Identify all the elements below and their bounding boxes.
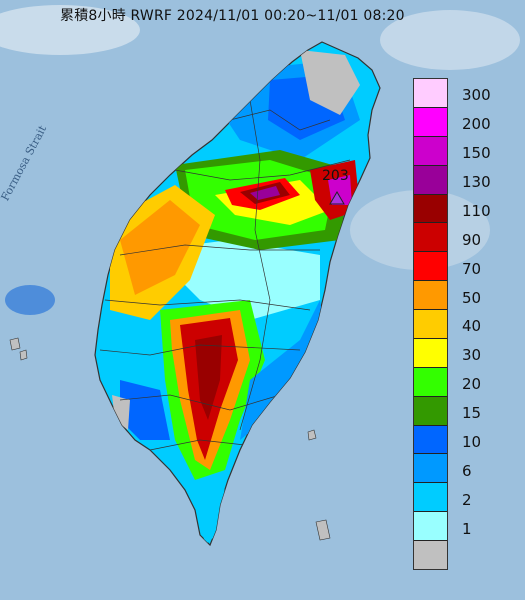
color-legend	[413, 78, 448, 570]
legend-swatch	[414, 136, 447, 166]
legend-label: 300	[462, 85, 491, 104]
legend-label: 10	[462, 433, 482, 452]
legend-swatch	[414, 338, 447, 368]
legend-swatch	[414, 79, 447, 108]
legend-swatch	[414, 512, 447, 541]
rain-none-zone	[112, 395, 130, 430]
legend-label: 110	[462, 201, 491, 220]
max-rainfall-triangle-icon	[329, 191, 345, 205]
max-rainfall-label: 203	[322, 168, 349, 184]
legend-swatch	[414, 107, 447, 137]
legend-label: 40	[462, 317, 482, 336]
legend-label: 6	[462, 462, 472, 481]
legend-swatch	[414, 425, 447, 455]
legend-labels: 300 200 150 130 110 90 70 50 40 30 20 15 10 6 2 1	[462, 78, 522, 570]
legend-swatch	[414, 165, 447, 195]
cloud-haze	[0, 5, 140, 55]
legend-swatch	[414, 281, 447, 310]
map-title: 累積8小時 RWRF 2024/11/01 00:20~11/01 08:20	[60, 8, 405, 24]
cloud-haze	[380, 10, 520, 70]
legend-label: 30	[462, 346, 482, 365]
penghu-islands	[9, 337, 28, 361]
cloud-haze	[5, 285, 55, 315]
legend-label: 15	[462, 404, 482, 423]
legend-label: 200	[462, 114, 491, 133]
rainfall-fields	[110, 50, 360, 545]
legend-label: 50	[462, 288, 482, 307]
legend-label: 1	[462, 520, 472, 538]
rain-10mm-zone	[120, 380, 170, 440]
legend-swatch	[414, 252, 447, 282]
legend-label: 2	[462, 491, 472, 510]
legend-label	[462, 541, 522, 570]
county-boundaries	[99, 99, 351, 451]
legend-label: 70	[462, 259, 482, 278]
legend-swatch	[414, 483, 447, 513]
legend-swatch	[414, 223, 447, 253]
legend-swatch	[414, 194, 447, 224]
legend-swatch	[414, 367, 447, 397]
legend-swatch	[414, 396, 447, 426]
legend-swatch	[414, 541, 447, 569]
legend-label: 20	[462, 375, 482, 394]
rain-50mm-zone	[120, 200, 200, 295]
legend-label: 150	[462, 143, 491, 162]
rain-none-zone	[300, 50, 360, 115]
rain-110mm-zone	[195, 335, 222, 420]
orchid-island	[315, 519, 331, 541]
rain-6mm-zone	[240, 300, 325, 440]
legend-swatch	[414, 310, 447, 339]
legend-label: 130	[462, 172, 491, 191]
legend-swatch	[414, 454, 447, 484]
legend-label: 90	[462, 230, 482, 249]
green-island	[307, 429, 317, 441]
